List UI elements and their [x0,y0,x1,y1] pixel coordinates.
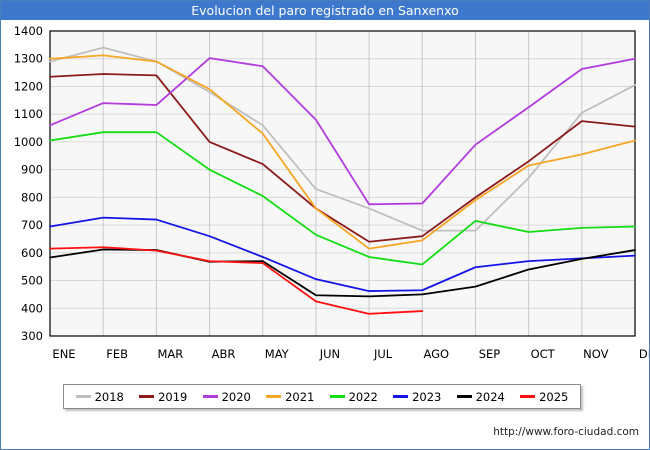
x-tick-label: ABR [212,347,236,361]
y-tick-label: 700 [21,218,43,232]
series-line-2019 [49,73,636,243]
legend-swatch-2023 [393,395,409,398]
legend-item-2021[interactable]: 2021 [266,390,314,404]
line-chart-svg: 300 400 500 600 700 800 900 1000 1100 1200 1300 140… [14,24,649,361]
y-tick-label: 300 [21,329,43,343]
legend-label-2023: 2023 [412,389,442,404]
legend-item-2024[interactable]: 2024 [456,389,505,404]
y-tick-label: 400 [21,301,43,315]
legend-item-2022[interactable]: 2022 [329,389,378,404]
legend-item-2023[interactable]: 2023 [393,390,441,404]
x-tick-label: MAY [265,347,290,361]
source-url: http://www.foro-ciudad.com [493,426,639,438]
x-tick-label: NOV [583,347,608,361]
legend-swatch-2022 [329,395,345,398]
y-tick-label: 1300 [14,52,43,66]
legend-label-2024: 2024 [475,389,505,404]
page-title: Evolucion del paro registrado en Sanxenx… [191,3,459,18]
legend-item-2025[interactable]: 2025 [520,390,568,404]
legend-label-2018: 2018 [94,389,124,404]
x-tick-label: OCT [531,347,556,361]
legend-label-2025: 2025 [539,389,569,404]
series-line-2025 [49,246,424,315]
series-line-2022 [49,131,636,266]
legend-label-2019: 2019 [158,389,188,404]
y-tick-label: 1200 [14,79,43,93]
series-line-2018 [49,46,636,232]
series-line-2023 [49,216,636,292]
series-group [49,46,636,315]
series-line-2021 [49,54,636,250]
x-tick-label: JUL [373,347,393,361]
y-tick-label: 900 [21,163,43,177]
legend-label-2020: 2020 [221,389,251,404]
legend-label-2022: 2022 [348,389,378,404]
y-tick-label: 800 [21,190,43,204]
legend-item-2019[interactable]: 2019 [139,390,187,404]
x-tick-label: JUN [319,347,340,361]
x-tick-label: DIC [639,347,649,361]
legend-swatch-2024 [456,395,472,398]
window-title-bar: Evolucion del paro registrado en Sanxenx… [1,1,649,20]
x-tick-label: AGO [423,347,449,361]
legend-swatch-2020 [202,395,218,398]
chart-plot-area: 300 400 500 600 700 800 900 1000 1100 1200 1300 140… [1,20,649,370]
series-line-2020 [49,57,636,206]
plot-background [50,31,635,336]
y-tick-label: 1400 [14,24,43,38]
y-tick-label: 600 [21,246,43,260]
legend-swatch-2018 [75,395,91,398]
y-tick-label: 1000 [14,135,43,149]
plot-border [49,30,636,337]
legend-item-2018[interactable]: 2018 [75,389,124,404]
x-tick-label: MAR [157,347,183,361]
y-tick-label: 500 [21,274,43,288]
y-tick-label: 1100 [14,107,43,121]
legend-swatch-2019 [139,395,155,398]
x-tick-label: FEB [106,347,128,361]
legend-item-2020[interactable]: 2020 [202,389,251,404]
legend-label-2021: 2021 [285,389,315,404]
legend-swatch-2025 [520,395,536,398]
x-tick-label: SEP [479,347,501,361]
chart-legend: 2018 2019 2020 2021 2022 2023 2024 2025 [63,384,581,409]
legend-swatch-2021 [266,395,282,398]
x-tick-label: ENE [52,347,75,361]
